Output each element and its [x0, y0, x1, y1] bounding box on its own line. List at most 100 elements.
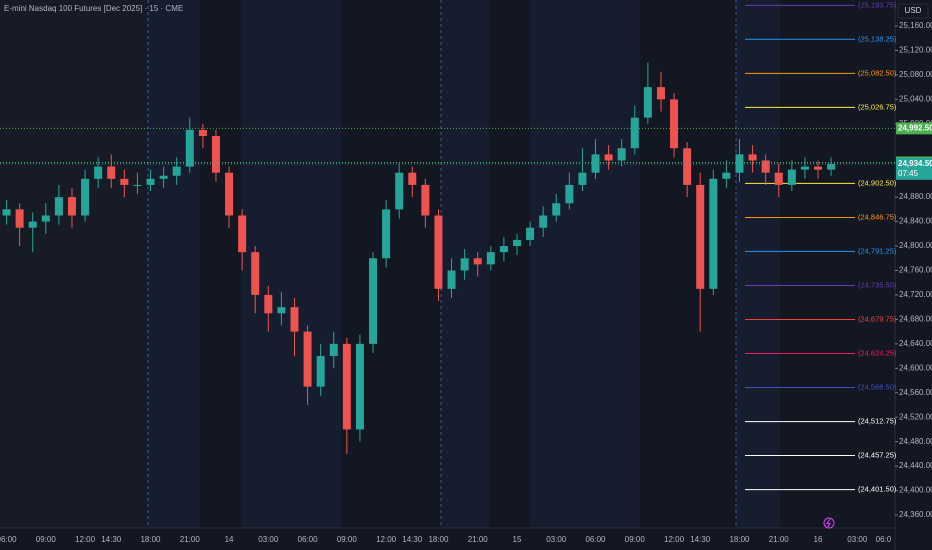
candle-body [146, 178, 155, 185]
y-tick-label: 24,520.00 [899, 412, 932, 421]
x-tick-label: 16 [814, 535, 823, 544]
candle-body [290, 307, 299, 332]
level-label: (24,457.25) [858, 451, 897, 460]
y-tick-label: 24,720.00 [899, 290, 932, 299]
candle-body [539, 215, 548, 228]
price-badge [896, 122, 932, 135]
candle-body [28, 221, 37, 228]
candle-body [617, 148, 626, 161]
candle-body [735, 154, 744, 173]
candle-body [774, 172, 783, 185]
level-label: (24,401.50) [858, 485, 897, 494]
candle-body [225, 172, 234, 216]
candle-body [159, 175, 168, 179]
chart-title: E-mini Nasdaq 100 Futures [Dec 2025] · 1… [4, 4, 183, 13]
candle-body [512, 239, 521, 247]
x-tick-label: 21:00 [180, 535, 201, 544]
candle-body [578, 172, 587, 185]
candle-body [656, 87, 665, 100]
y-tick-label: 24,480.00 [899, 437, 932, 446]
candle-body [748, 154, 757, 161]
price-badge-label: 24,992.50 [898, 123, 932, 132]
x-tick-label: 18:00 [729, 535, 750, 544]
candle-body [355, 343, 364, 430]
currency-box[interactable] [897, 3, 929, 19]
candle-body [316, 356, 325, 387]
session-shade [0, 0, 148, 528]
x-tick-label: 14:30 [402, 535, 423, 544]
candle-body [486, 252, 495, 265]
candle-body [277, 307, 286, 314]
alert-icon[interactable] [823, 517, 835, 529]
x-tick-label: 12:00 [75, 535, 96, 544]
candle-body [15, 209, 24, 228]
candle-body [604, 154, 613, 161]
x-tick-label: 09:00 [337, 535, 358, 544]
x-tick-label: 12:00 [664, 535, 685, 544]
y-tick-label: 24,600.00 [899, 363, 932, 372]
level-label: (24,902.50) [858, 178, 897, 187]
y-tick-label: 24,880.00 [899, 192, 932, 201]
session-shade [148, 0, 200, 528]
candle-body [722, 172, 731, 179]
x-tick-label: 03:00 [847, 535, 868, 544]
x-tick-label: 03:00 [546, 535, 567, 544]
y-tick-label: 24,680.00 [899, 315, 932, 324]
y-tick-label: 25,120.00 [899, 46, 932, 55]
candle-body [211, 136, 220, 173]
x-tick-label: 14:30 [101, 535, 122, 544]
candle-body [499, 246, 508, 253]
x-tick-label: 14 [225, 535, 234, 544]
candle-body [94, 166, 103, 179]
x-tick-label: 06:00 [298, 535, 319, 544]
y-tick-label: 24,640.00 [899, 339, 932, 348]
candle-body [696, 184, 705, 289]
candle-body [395, 172, 404, 210]
candle-body [434, 215, 443, 289]
x-tick-label: 03:00 [258, 535, 279, 544]
candle-body [814, 166, 823, 170]
y-tick-label: 24,400.00 [899, 486, 932, 495]
x-tick-label: 09:00 [36, 535, 57, 544]
currency[interactable]: USD [905, 6, 922, 15]
candle-body [185, 129, 194, 167]
x-tick-label: 09:00 [625, 535, 646, 544]
candle-body [670, 99, 679, 149]
last-price-badge [896, 157, 932, 180]
candle-body [67, 197, 76, 216]
session-shade [736, 0, 780, 528]
candle-body [526, 227, 535, 240]
alert-icon-bolt [826, 518, 831, 528]
level-label: (25,082.50) [858, 68, 897, 77]
candle-body [2, 209, 11, 216]
candle-body [81, 178, 90, 216]
level-label: (25,193.75) [858, 0, 897, 9]
x-tick-label: 21:00 [769, 535, 790, 544]
level-label: (24,568.50) [858, 383, 897, 392]
candle-body [761, 160, 770, 173]
level-label: (25,026.75) [858, 102, 897, 111]
x-tick-label: 06:0 [876, 535, 892, 544]
y-tick-label: 25,040.00 [899, 94, 932, 103]
candle-body [120, 178, 129, 185]
candle-body [630, 117, 639, 149]
y-tick-label: 24,440.00 [899, 461, 932, 470]
x-tick-label: 21:00 [468, 535, 489, 544]
candle-body [460, 258, 469, 271]
candle-body [41, 215, 50, 222]
x-tick-label: 06:00 [0, 535, 17, 544]
x-tick-label: 06:00 [585, 535, 606, 544]
candle-body [369, 258, 378, 344]
candle-body [238, 215, 247, 253]
y-tick-label: 24,360.00 [899, 510, 932, 519]
candle-body [198, 129, 207, 137]
level-label: (24,624.25) [858, 348, 897, 357]
y-tick-label: 24,840.00 [899, 217, 932, 226]
x-tick-label: 18:00 [428, 535, 449, 544]
level-label: (24,679.75) [858, 315, 897, 324]
candle-body [565, 184, 574, 204]
candle-body [408, 172, 417, 185]
x-tick-label: 18:00 [140, 535, 161, 544]
candle-body [591, 154, 600, 173]
